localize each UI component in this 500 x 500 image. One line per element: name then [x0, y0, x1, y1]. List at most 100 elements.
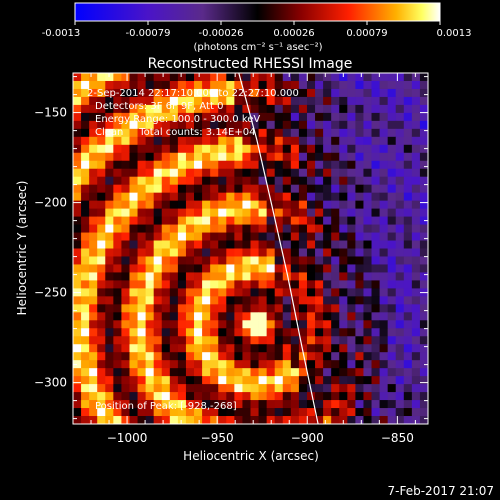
heatmap-cell	[113, 200, 122, 210]
heatmap-cell	[419, 248, 428, 257]
heatmap-cell	[242, 296, 251, 305]
heatmap-cell	[81, 120, 90, 130]
heatmap-cell	[137, 296, 147, 305]
heatmap-cell	[298, 384, 308, 393]
heatmap-cell	[242, 400, 251, 409]
heatmap-cell	[387, 296, 397, 305]
heatmap-cell	[113, 80, 122, 90]
heatmap-cell	[323, 376, 332, 385]
heatmap-cell	[250, 408, 259, 417]
heatmap-cell	[258, 144, 268, 154]
heatmap-cell	[411, 320, 421, 329]
heatmap-cell	[323, 88, 332, 98]
heatmap-cell	[210, 336, 219, 345]
heatmap-cell	[202, 128, 211, 138]
heatmap-cell	[218, 168, 227, 178]
heatmap-cell	[371, 168, 380, 178]
heatmap-cell	[250, 104, 259, 114]
heatmap-cell	[210, 232, 219, 241]
heatmap-cell	[145, 144, 155, 154]
heatmap-cell	[129, 408, 138, 417]
heatmap-cell	[218, 152, 227, 162]
heatmap-cell	[153, 264, 163, 273]
heatmap-cell	[331, 392, 340, 401]
heatmap-cell	[371, 248, 380, 257]
heatmap-cell	[371, 352, 380, 361]
heatmap-cell	[403, 288, 413, 297]
heatmap-cell	[185, 296, 195, 305]
heatmap-cell	[137, 328, 147, 337]
heatmap-cell	[210, 320, 219, 329]
heatmap-cell	[387, 168, 397, 178]
heatmap-cell	[226, 360, 235, 369]
heatmap-cell	[282, 264, 292, 273]
heatmap-cell	[177, 368, 187, 377]
heatmap-cell	[419, 88, 428, 98]
heatmap-cell	[185, 392, 195, 401]
heatmap-cell	[315, 73, 324, 82]
heatmap-cell	[218, 336, 227, 345]
heatmap-cell	[89, 296, 98, 305]
heatmap-cell	[363, 296, 372, 305]
heatmap-cell	[145, 208, 155, 217]
heatmap-cell	[194, 368, 203, 377]
heatmap-cell	[331, 328, 340, 337]
heatmap-cell	[363, 216, 372, 225]
heatmap-cell	[250, 160, 259, 170]
heatmap-cell	[153, 360, 163, 369]
heatmap-cell	[347, 416, 356, 424]
heatmap-cell	[315, 240, 324, 249]
heatmap-cell	[290, 240, 300, 249]
heatmap-cell	[105, 264, 114, 273]
heatmap-cell	[153, 96, 163, 106]
heatmap-cell	[315, 376, 324, 385]
heatmap-cell	[355, 280, 364, 289]
heatmap-cell	[210, 312, 219, 321]
heatmap-cell	[97, 96, 106, 106]
heatmap-cell	[242, 312, 251, 321]
heatmap-cell	[153, 352, 163, 361]
heatmap-cell	[298, 304, 308, 313]
heatmap-cell	[323, 288, 332, 297]
heatmap-cell	[137, 184, 147, 194]
heatmap-cell	[411, 208, 421, 217]
heatmap-cell	[105, 112, 114, 122]
heatmap-cell	[210, 240, 219, 249]
heatmap-cell	[419, 256, 428, 265]
heatmap-cell	[258, 104, 268, 114]
heatmap-cell	[419, 368, 428, 377]
colorbar-tick-label: -0.00026	[199, 28, 244, 39]
heatmap-cell	[194, 216, 203, 225]
heatmap-cell	[355, 176, 364, 186]
heatmap-cell	[234, 416, 243, 424]
heatmap-cell	[185, 384, 195, 393]
heatmap-cell	[121, 73, 130, 82]
heatmap-cell	[379, 184, 389, 194]
heatmap-cell	[137, 144, 147, 154]
heatmap-cell	[194, 80, 203, 90]
heatmap-cell	[121, 384, 130, 393]
heatmap-cell	[234, 296, 243, 305]
heatmap-cell	[161, 360, 171, 369]
heatmap-cell	[371, 160, 380, 170]
heatmap-cell	[371, 120, 380, 130]
heatmap-cell	[210, 256, 219, 265]
heatmap-cell	[363, 256, 372, 265]
heatmap-cell	[323, 384, 332, 393]
heatmap-cell	[395, 280, 405, 289]
heatmap-cell	[298, 280, 308, 289]
heatmap-cell	[113, 296, 122, 305]
heatmap-cell	[97, 104, 106, 114]
heatmap-cell	[250, 176, 259, 186]
heatmap-cell	[403, 216, 413, 225]
heatmap-cell	[105, 216, 114, 225]
heatmap-cell	[315, 88, 324, 98]
heatmap-cell	[145, 344, 155, 353]
heatmap-cell	[161, 136, 171, 146]
heatmap-cell	[347, 200, 356, 210]
heatmap-cell	[258, 344, 268, 353]
heatmap-cell	[274, 200, 284, 210]
heatmap-cell	[210, 408, 219, 417]
heatmap-cell	[387, 328, 397, 337]
heatmap-cell	[145, 376, 155, 385]
